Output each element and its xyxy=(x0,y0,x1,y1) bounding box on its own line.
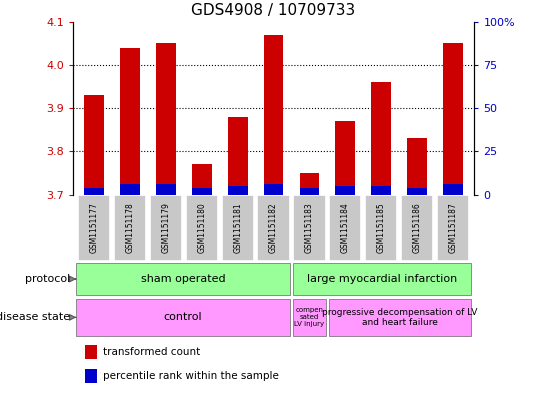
Text: GSM1151181: GSM1151181 xyxy=(233,203,242,253)
Text: disease state: disease state xyxy=(0,312,70,322)
Text: GSM1151185: GSM1151185 xyxy=(377,202,385,253)
Bar xyxy=(120,184,140,195)
Bar xyxy=(401,195,433,261)
Bar xyxy=(150,195,182,261)
Bar xyxy=(371,82,391,195)
Bar xyxy=(85,188,104,195)
Bar xyxy=(264,35,284,195)
Text: GSM1151180: GSM1151180 xyxy=(197,202,206,253)
Bar xyxy=(85,345,97,360)
Bar xyxy=(186,195,218,261)
Bar xyxy=(77,299,289,336)
Text: GSM1151179: GSM1151179 xyxy=(162,202,170,253)
Text: GSM1151187: GSM1151187 xyxy=(448,202,457,253)
Text: compen
sated
LV injury: compen sated LV injury xyxy=(294,307,324,327)
Bar xyxy=(264,184,284,195)
Bar xyxy=(78,195,110,261)
Bar xyxy=(437,195,469,261)
Bar xyxy=(329,299,471,336)
Text: GSM1151184: GSM1151184 xyxy=(341,202,350,253)
Bar xyxy=(156,184,176,195)
Bar xyxy=(156,43,176,195)
Bar xyxy=(371,186,391,195)
Text: sham operated: sham operated xyxy=(141,274,225,284)
Text: GSM1151182: GSM1151182 xyxy=(269,203,278,253)
Bar xyxy=(335,186,355,195)
Bar xyxy=(443,43,462,195)
Bar xyxy=(228,186,247,195)
Text: GSM1151183: GSM1151183 xyxy=(305,202,314,253)
Text: control: control xyxy=(164,312,202,322)
Bar xyxy=(228,117,247,195)
Bar xyxy=(85,369,97,383)
Bar xyxy=(443,184,462,195)
Bar xyxy=(85,95,104,195)
Bar xyxy=(300,188,319,195)
Bar xyxy=(407,188,427,195)
Bar xyxy=(300,173,319,195)
Bar xyxy=(293,195,326,261)
Bar xyxy=(222,195,254,261)
Text: transformed count: transformed count xyxy=(103,347,200,357)
Bar xyxy=(293,299,326,336)
Bar xyxy=(77,263,289,295)
Text: progressive decompensation of LV
and heart failure: progressive decompensation of LV and hea… xyxy=(322,308,478,327)
Bar xyxy=(293,263,471,295)
Text: GSM1151178: GSM1151178 xyxy=(126,202,135,253)
Bar xyxy=(114,195,146,261)
Bar xyxy=(192,188,212,195)
Text: GSM1151186: GSM1151186 xyxy=(412,202,421,253)
Text: GSM1151177: GSM1151177 xyxy=(90,202,99,253)
Bar xyxy=(329,195,361,261)
Text: protocol: protocol xyxy=(25,274,70,284)
Text: large myocardial infarction: large myocardial infarction xyxy=(307,274,457,284)
Bar xyxy=(335,121,355,195)
Title: GDS4908 / 10709733: GDS4908 / 10709733 xyxy=(191,3,356,18)
Bar xyxy=(120,48,140,195)
Text: percentile rank within the sample: percentile rank within the sample xyxy=(103,371,279,381)
Bar xyxy=(407,138,427,195)
Bar xyxy=(192,164,212,195)
Bar xyxy=(258,195,289,261)
Bar xyxy=(365,195,397,261)
